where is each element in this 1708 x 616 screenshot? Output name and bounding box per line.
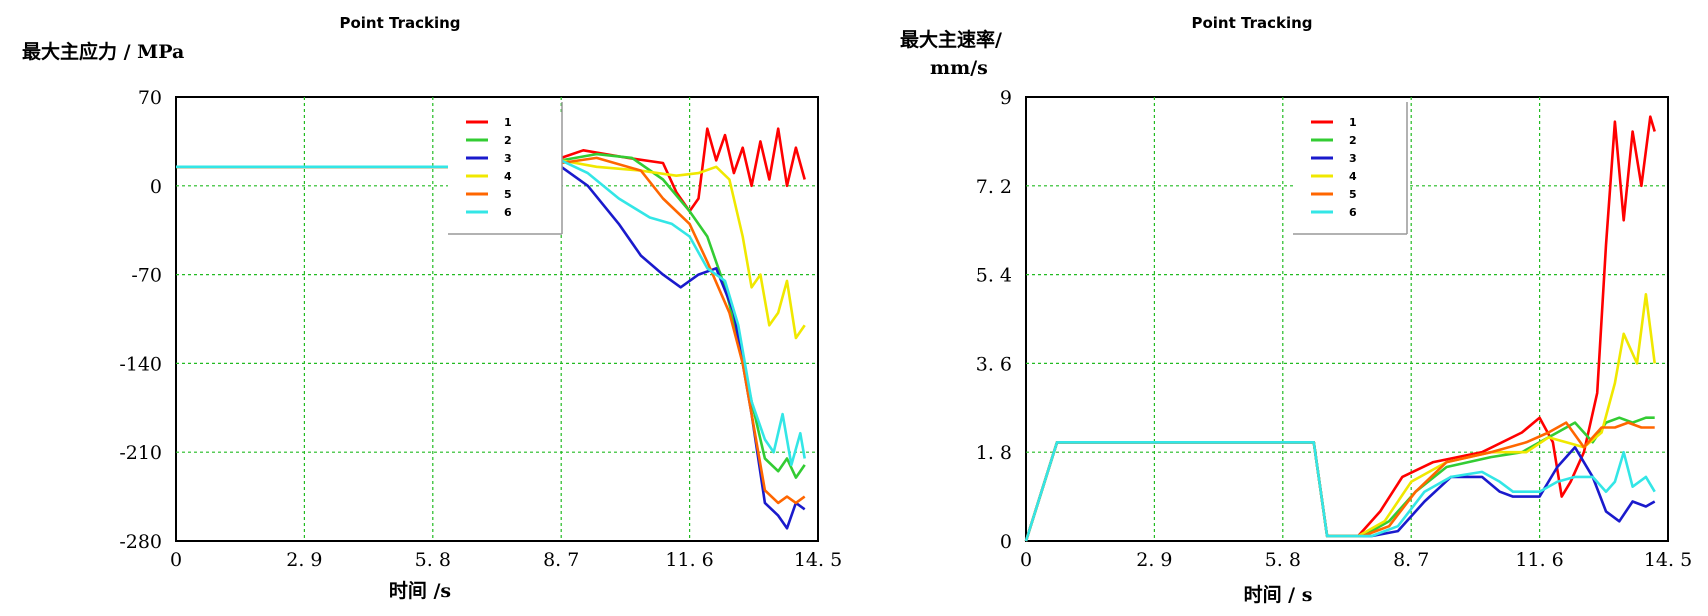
x-tick-label: 8. 7 [543,549,579,571]
x-tick-label: 14. 5 [794,549,842,571]
x-tick-label: 11. 6 [665,549,713,571]
y-tick-label: 9 [1000,87,1012,109]
y-tick-label: 0 [150,176,162,198]
y-ticks: 70 0 -70 -140 -210 -280 [119,87,162,553]
legend-box [448,112,562,234]
y-tick-label: -210 [119,442,162,464]
legend: 1 2 3 4 5 6 [448,102,563,235]
x-tick-label: 14. 5 [1644,549,1692,571]
x-tick-label: 5. 8 [1265,549,1301,571]
y-tick-label: 1. 8 [976,442,1012,464]
y-axis-unit: mm/s [930,57,988,79]
legend-label: 1 [1349,116,1357,129]
y-tick-label: 7. 2 [976,176,1012,198]
stress-chart: Point Tracking 最大主应力 / MPa 时间 /s 70 0 -70 -… [22,14,842,602]
speed-chart: Point Tracking 最大主速率/ mm/s 时间 / s 9 7. 2 5… [900,14,1692,606]
legend-label: 6 [1349,206,1357,219]
legend-label: 1 [504,116,512,129]
x-ticks: 0 2. 9 5. 8 8. 7 11. 6 14. 5 [1020,549,1692,571]
series-lines [1024,115,1656,542]
y-ticks: 9 7. 2 5. 4 3. 6 1. 8 0 [976,87,1012,553]
x-axis-label: 时间 /s [389,580,451,602]
legend-label: 5 [504,188,512,201]
x-tick-label: 0 [170,549,182,571]
y-tick-label: -280 [119,531,162,553]
chart-title: Point Tracking [1191,14,1312,32]
legend-label: 6 [504,206,512,219]
x-tick-label: 8. 7 [1393,549,1429,571]
legend-label: 5 [1349,188,1357,201]
legend-label: 4 [1349,170,1357,183]
x-tick-label: 2. 9 [1136,549,1172,571]
y-axis-label: 最大主应力 / MPa [22,40,184,63]
series-line-6 [1024,440,1656,542]
y-tick-label: 0 [1000,531,1012,553]
legend-label: 3 [504,152,512,165]
legend-label: 4 [504,170,512,183]
y-tick-label: 3. 6 [976,353,1012,375]
y-axis-label: 最大主速率/ [900,28,1002,51]
y-tick-label: 70 [138,87,162,109]
legend-label: 2 [504,134,512,147]
legend: 1 2 3 4 5 6 [1293,102,1408,235]
legend-label: 3 [1349,152,1357,165]
y-tick-label: 5. 4 [976,265,1012,287]
x-ticks: 0 2. 9 5. 8 8. 7 11. 6 14. 5 [170,549,842,571]
y-tick-label: -70 [131,265,162,287]
chart-title: Point Tracking [339,14,460,32]
grid [176,97,818,541]
x-tick-label: 0 [1020,549,1032,571]
y-tick-label: -140 [119,353,162,375]
legend-label: 2 [1349,134,1357,147]
legend-box [1293,112,1407,234]
x-tick-label: 2. 9 [286,549,322,571]
x-tick-label: 5. 8 [415,549,451,571]
x-tick-label: 11. 6 [1515,549,1563,571]
x-axis-label: 时间 / s [1244,584,1313,606]
